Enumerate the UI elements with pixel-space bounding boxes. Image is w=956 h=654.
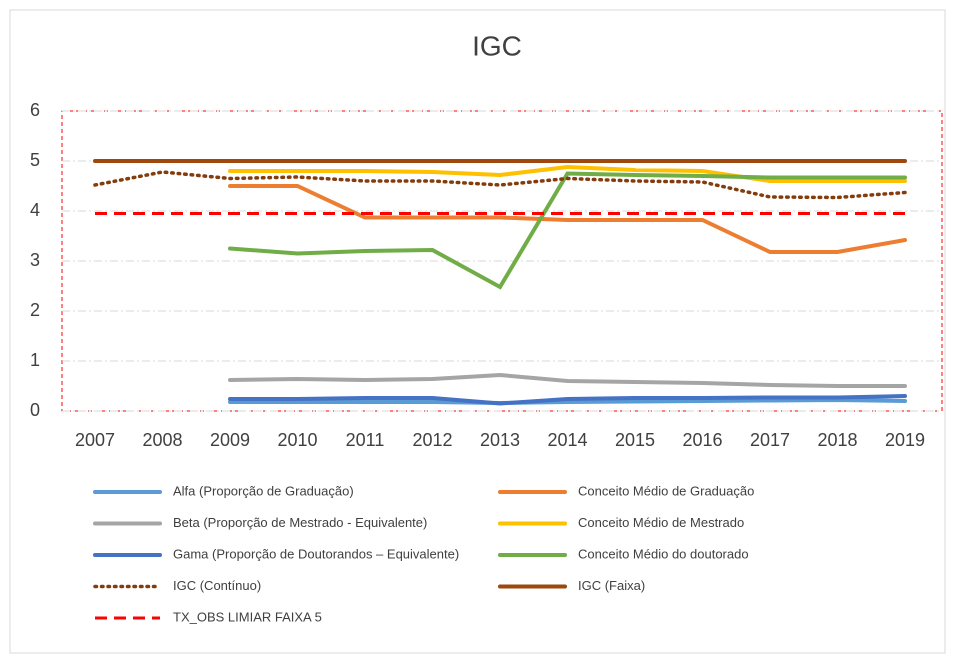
series-line [228,372,907,388]
x-tick-label: 2016 [682,430,722,450]
series-line [228,171,907,290]
x-tick-label: 2019 [885,430,925,450]
y-tick-label: 4 [30,200,40,220]
series-line [228,164,907,183]
series-line [228,184,907,254]
x-tick-label: 2018 [817,430,857,450]
y-tick-label: 0 [30,400,40,420]
legend-label: IGC (Contínuo) [173,578,261,593]
x-tick-label: 2012 [412,430,452,450]
x-tick-label: 2010 [277,430,317,450]
legend-label: Conceito Médio de Graduação [578,483,754,498]
y-tick-label: 2 [30,300,40,320]
legend-label: TX_OBS LIMIAR FAIXA 5 [173,609,322,624]
y-tick-label: 5 [30,150,40,170]
x-tick-label: 2011 [346,430,385,450]
x-tick-label: 2017 [750,430,790,450]
y-tick-label: 3 [30,250,40,270]
legend-label: IGC (Faixa) [578,578,645,593]
series-line [228,394,907,406]
x-tick-label: 2008 [142,430,182,450]
legend-label: Conceito Médio do doutorado [578,546,749,561]
y-tick-label: 6 [30,100,40,120]
x-tick-label: 2015 [615,430,655,450]
plot-outline [61,110,943,412]
legend-label: Alfa (Proporção de Graduação) [173,483,354,498]
x-tick-label: 2014 [547,430,587,450]
x-tick-label: 2009 [210,430,250,450]
x-tick-label: 2007 [75,430,115,450]
chart-title: IGC [472,30,522,61]
series-line [228,397,907,406]
y-tick-label: 1 [30,350,40,370]
legend-label: Conceito Médio de Mestrado [578,515,744,530]
chart-frame [9,9,946,654]
x-tick-label: 2013 [480,430,520,450]
series-line [93,170,907,200]
legend-label: Beta (Proporção de Mestrado - Equivalent… [173,515,427,530]
legend-label: Gama (Proporção de Doutorandos – Equival… [173,546,459,561]
